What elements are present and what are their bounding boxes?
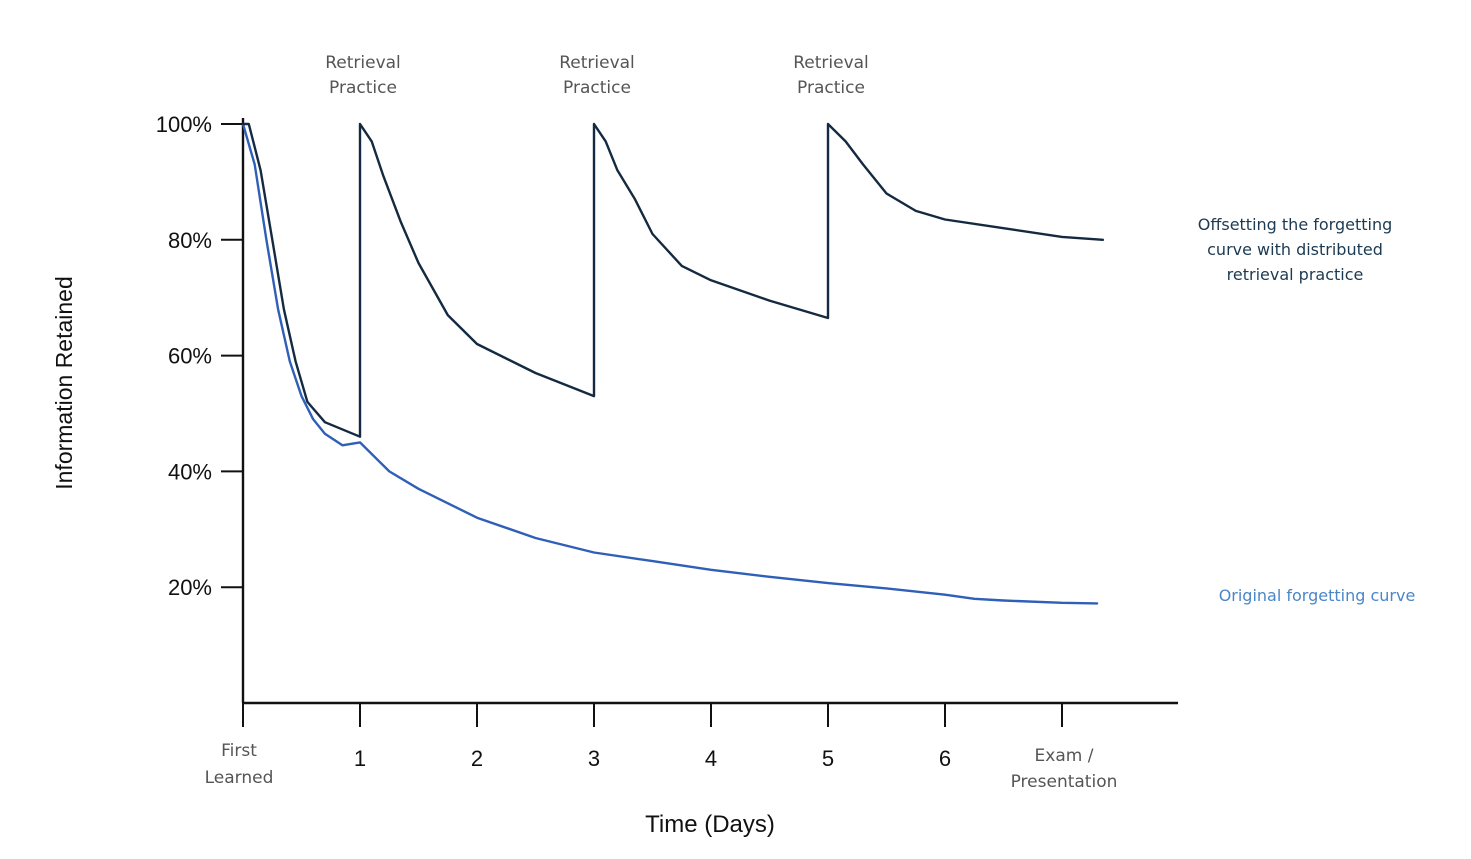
retrieval-curve-label-line: retrieval practice [1227,265,1364,284]
retrieval-practice-label-line: Practice [563,78,631,98]
retrieval-practice-curve-line [241,122,1105,438]
x-tick-label: 1 [354,746,366,771]
y-tick-label: 80% [168,228,212,253]
y-ticks: 100% 80% 60% 40% 20% [156,112,243,600]
retrieval-practice-label-line: Retrieval [559,53,635,73]
x-tick-label: 4 [705,746,717,771]
retrieval-practice-label: Retrieval Practice [559,53,635,98]
y-tick-label: 60% [168,344,212,369]
retrieval-practice-label-line: Retrieval [793,53,869,73]
x-tick-label-line: Exam / [1035,746,1094,766]
axes [241,118,1178,705]
x-tick-label: 6 [939,746,951,771]
y-tick-label: 40% [168,459,212,484]
x-tick-label-line: Presentation [1011,772,1118,792]
x-tick-label-line: 6 [939,746,951,771]
x-tick-label-line: 2 [471,746,483,771]
x-ticks: First Learned 1 2 3 4 5 6 Exam / Presentation [205,703,1118,792]
series [241,122,1105,605]
x-tick-label: First Learned [205,741,274,788]
y-tick-label: 100% [156,112,212,137]
retrieval-practice-label: Retrieval Practice [793,53,869,98]
x-tick-label-line: 4 [705,746,717,771]
retrieval-curve-label: Offsetting the forgetting curve with dist… [1198,215,1393,284]
retrieval-curve-label-line: Offsetting the forgetting [1198,215,1393,234]
x-tick-label: 3 [588,746,600,771]
x-tick-label: Exam / Presentation [1011,746,1118,792]
retrieval-practice-label: Retrieval Practice [325,53,401,98]
original-curve-label-line: Original forgetting curve [1219,586,1416,605]
x-tick-label-line: 1 [354,746,366,771]
y-axis-title: Information Retained [51,276,77,490]
retrieval-curve-label-line: curve with distributed [1207,240,1383,259]
retrieval-practice-label-line: Practice [329,78,397,98]
x-tick-label: 5 [822,746,834,771]
x-tick-label-line: 3 [588,746,600,771]
y-tick-label: 20% [168,575,212,600]
original-forgetting-curve-line [241,122,1099,605]
x-tick-label-line: Learned [205,768,274,788]
x-tick-label-line: 5 [822,746,834,771]
x-axis-title: Time (Days) [645,811,775,838]
x-tick-label-line: First [221,741,257,761]
retrieval-practice-label-line: Practice [797,78,865,98]
x-tick-label: 2 [471,746,483,771]
original-curve-label: Original forgetting curve [1219,586,1416,605]
series-labels: Offsetting the forgetting curve with dist… [1198,215,1416,605]
retrieval-practice-label-line: Retrieval [325,53,401,73]
